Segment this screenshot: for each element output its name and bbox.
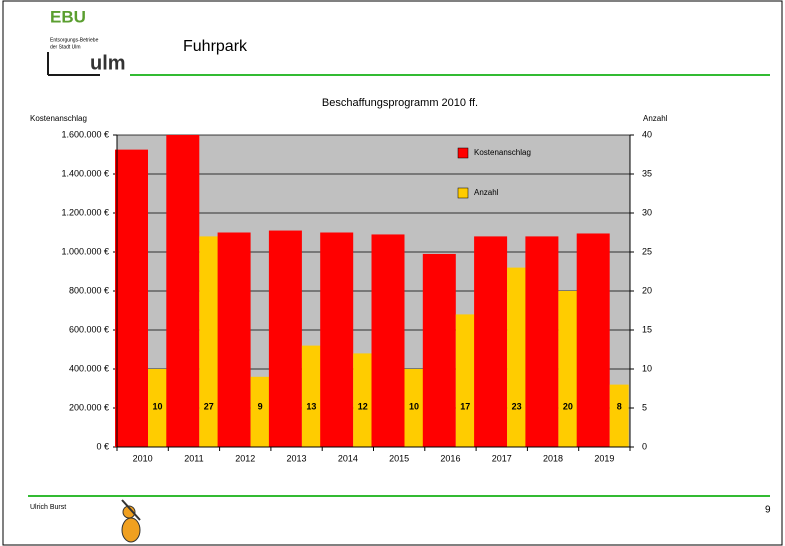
y2-tick-label: 25 [642,246,652,256]
x-tick-label: 2016 [440,453,460,463]
bar [353,353,373,447]
x-tick-label: 2017 [492,453,512,463]
data-label: 13 [306,401,316,411]
logo-mark: EBU [50,7,86,26]
bar [474,236,508,447]
bar [558,291,578,447]
data-label: 12 [358,401,368,411]
data-label: 10 [152,401,162,411]
footer-author: Ulrich Burst [30,504,66,511]
y-tick-label: 800.000 € [69,285,109,295]
y-tick-label: 400.000 € [69,363,109,373]
data-label: 17 [460,401,470,411]
y2-tick-label: 0 [642,441,647,451]
legend-label: Anzahl [474,188,499,197]
y2-tick-label: 5 [642,402,647,412]
x-tick-label: 2015 [389,453,409,463]
bar [525,236,559,447]
y-tick-label: 1.000.000 € [61,246,109,256]
logo-line: der Stadt Ulm [50,44,81,50]
bar [217,232,251,447]
y-tick-label: 0 € [96,441,109,451]
y-tick-label: 1.600.000 € [61,129,109,139]
y-tick-label: 1.200.000 € [61,207,109,217]
bar [609,384,629,447]
bar [268,230,302,447]
bar [166,135,200,447]
y2-tick-label: 40 [642,129,652,139]
legend-swatch [457,187,469,199]
y2-tick-label: 10 [642,363,652,373]
legend-swatch [457,147,469,159]
x-tick-label: 2014 [338,453,358,463]
data-label: 10 [409,401,419,411]
mascot [121,499,141,543]
bar [301,345,321,447]
bar [404,369,424,447]
data-label: 20 [563,401,573,411]
y-tick-label: 600.000 € [69,324,109,334]
y2-tick-label: 35 [642,168,652,178]
bar [507,267,527,447]
x-tick-label: 2012 [235,453,255,463]
x-tick-label: 2011 [184,453,203,463]
bar [371,234,405,447]
y-axis-title: Kostenanschlag [30,114,87,123]
bar [422,253,456,447]
data-label: 8 [617,401,622,411]
bar [320,232,354,447]
bar [250,376,270,447]
x-tick-label: 2019 [594,453,614,463]
chart-title: Beschaffungsprogramm 2010 ff. [322,97,478,109]
x-tick-label: 2013 [287,453,307,463]
y2-axis-title: Anzahl [643,114,668,123]
y-tick-label: 1.400.000 € [61,168,109,178]
data-label: 9 [258,401,263,411]
slide-title: Fuhrpark [183,38,248,55]
y2-tick-label: 30 [642,207,652,217]
bar [199,236,219,447]
bar [576,233,610,447]
y2-tick-label: 15 [642,324,652,334]
bar [455,314,475,447]
legend-label: Kostenanschlag [474,148,531,157]
y2-tick-label: 20 [642,285,652,295]
bar [148,369,167,447]
y-tick-label: 200.000 € [69,402,109,412]
x-tick-label: 2018 [543,453,563,463]
logo-line: Entsorgungs-Betriebe [50,37,99,43]
data-label: 23 [512,401,522,411]
page-number: 9 [765,505,771,516]
logo-city: ulm [90,52,126,74]
data-label: 27 [204,401,214,411]
x-tick-label: 2010 [133,453,153,463]
bar [115,149,148,447]
